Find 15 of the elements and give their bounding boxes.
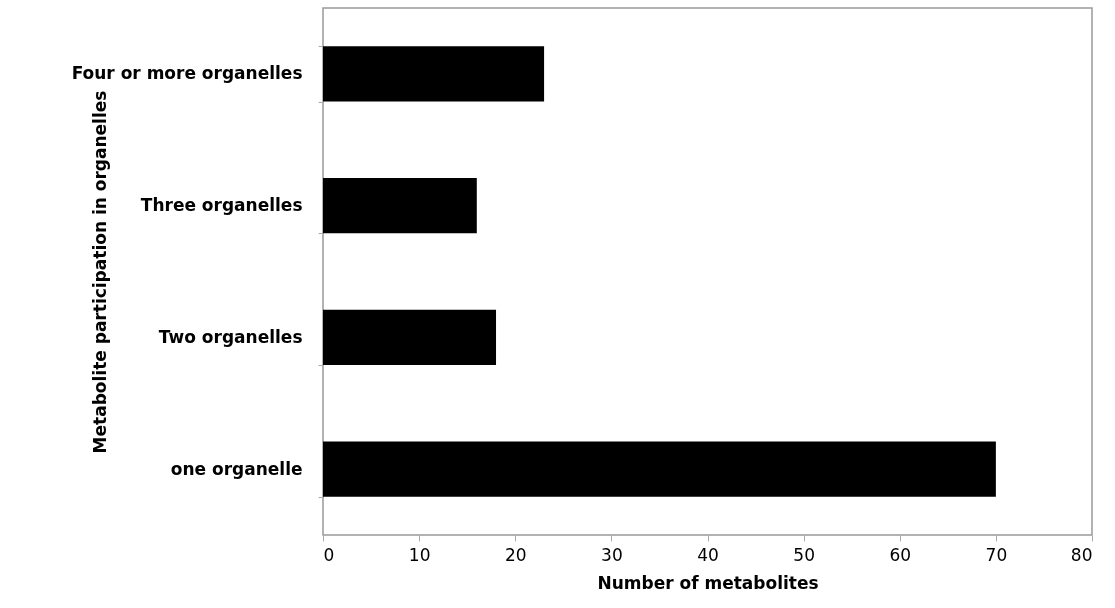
x-tick-label: 50 bbox=[793, 544, 815, 565]
y-tick-label: Two organelles bbox=[158, 326, 303, 347]
x-tick-label: 0 bbox=[323, 544, 335, 565]
y-tick-label: Four or more organelles bbox=[71, 63, 303, 84]
y-axis-title: Metabolite participation in organelles bbox=[89, 90, 110, 454]
x-tick-label: 30 bbox=[601, 544, 623, 565]
y-tick-label: one organelle bbox=[170, 458, 303, 479]
x-tick-label: 60 bbox=[889, 544, 912, 565]
x-tick-label: 20 bbox=[504, 544, 527, 565]
x-tick-label: 10 bbox=[408, 544, 431, 565]
x-axis-title: Number of metabolites bbox=[597, 572, 819, 593]
x-tick-label: 40 bbox=[697, 544, 719, 565]
x-tick-label: 70 bbox=[985, 544, 1008, 565]
y-tick-label: Three organelles bbox=[140, 195, 303, 216]
x-tick-label: 80 bbox=[1070, 544, 1093, 565]
